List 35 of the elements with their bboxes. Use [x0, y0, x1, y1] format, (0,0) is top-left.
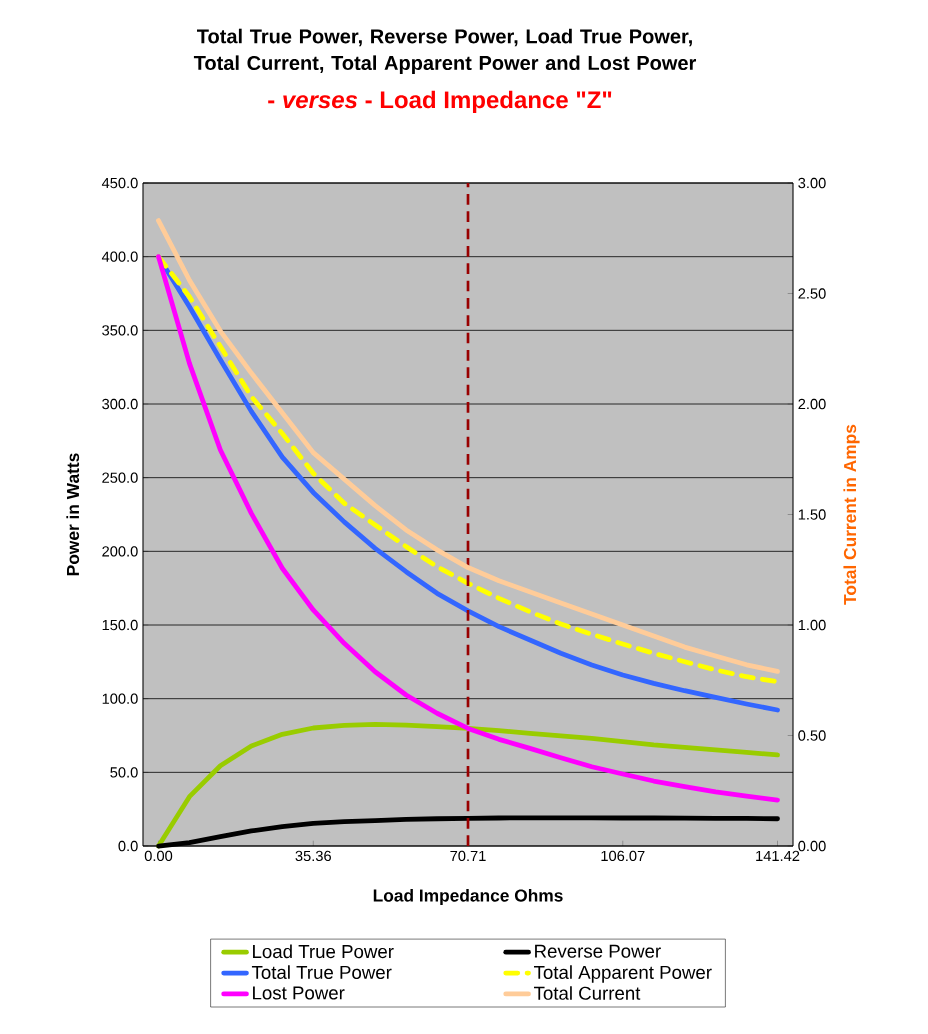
legend-label: Total Current [533, 986, 641, 1000]
y-tick-label: 250.0 [102, 472, 138, 483]
y2-tick-label: 1.00 [798, 619, 826, 631]
y-axis-title: Power in Watts [66, 453, 80, 576]
legend-label: Lost Power [253, 986, 345, 1000]
x-tick-label: 106.07 [601, 850, 645, 862]
x-tick-label: 70.71 [450, 850, 486, 862]
line-series [156, 721, 780, 849]
y-tick-label: 50.0 [110, 767, 138, 778]
y2-tick-label: 3.00 [798, 177, 826, 189]
x-axis-title: Load Impedance Ohms [373, 888, 563, 906]
y2-axis-title: Total Current in Amps [843, 424, 860, 605]
x-tick-label: 0.00 [144, 850, 173, 862]
y-tick-label: 100.0 [102, 693, 138, 704]
legend-label: Total Apparent Power [533, 965, 712, 983]
chart-title: Total True Power, Reverse Power, Load True Power, Total Current, Total Apparent Power and Lost Power [193, 28, 697, 75]
y-tick-label: 400.0 [101, 251, 138, 262]
legend-label: Reverse Power [535, 944, 661, 958]
legend-label: Total True Power [251, 965, 392, 980]
legend-label: Load True Power [253, 944, 394, 959]
y2-tick-label: 2.00 [798, 398, 826, 410]
y-tick-label: 450.0 [101, 177, 138, 189]
x-tick-label: 141.42 [756, 850, 800, 861]
y-tick-label: 300.0 [102, 398, 138, 410]
y2-tick-label: 2.50 [798, 288, 826, 299]
line-series [156, 254, 780, 803]
y-tick-label: 200.0 [102, 546, 138, 557]
y-tick-label: 150.0 [102, 619, 138, 631]
y-tick-label: 350.0 [102, 325, 138, 336]
y2-tick-label: 0.50 [798, 730, 826, 741]
y-tick-label: 0.0 [118, 840, 138, 852]
x-tick-label: 35.36 [295, 850, 331, 862]
chart-subtitle: - verses - Load Impedance "Z" [268, 90, 612, 114]
y2-tick-label: 1.50 [798, 509, 826, 520]
y2-tick-label: 0.00 [798, 840, 826, 852]
